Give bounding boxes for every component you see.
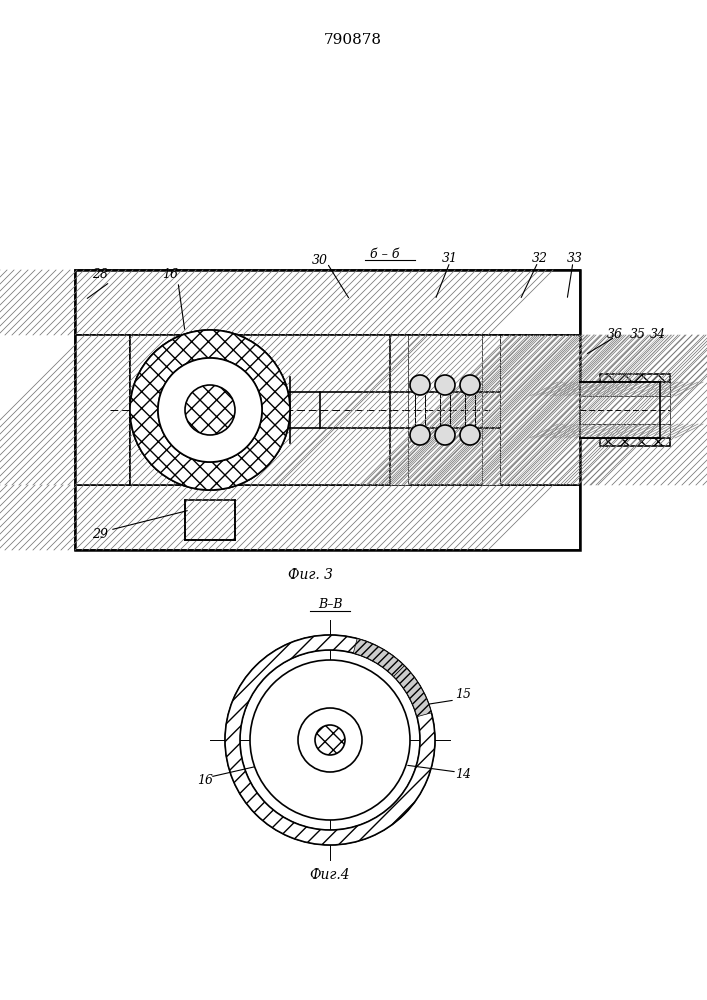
Circle shape <box>250 660 410 820</box>
Text: 31: 31 <box>442 251 458 264</box>
Circle shape <box>315 725 345 755</box>
Bar <box>482 335 500 485</box>
Text: 29: 29 <box>92 528 108 542</box>
Bar <box>600 374 670 382</box>
Bar <box>580 424 670 438</box>
Circle shape <box>240 650 420 830</box>
Text: 16: 16 <box>162 268 178 282</box>
Text: Фиг. 3: Фиг. 3 <box>288 568 332 582</box>
Text: 33: 33 <box>567 251 583 264</box>
Circle shape <box>410 425 430 445</box>
Text: 16: 16 <box>197 774 213 786</box>
Bar <box>390 335 408 485</box>
Circle shape <box>435 425 455 445</box>
Circle shape <box>185 385 235 435</box>
Text: 32: 32 <box>532 251 548 264</box>
Text: 30: 30 <box>312 253 328 266</box>
Text: В–В: В–В <box>317 598 342 611</box>
Bar <box>600 438 670 446</box>
Circle shape <box>130 330 290 490</box>
Bar <box>75 270 580 335</box>
Circle shape <box>225 635 435 845</box>
Text: 34: 34 <box>650 328 666 342</box>
Text: 14: 14 <box>455 768 471 782</box>
Bar <box>75 335 130 485</box>
Text: 28: 28 <box>92 268 108 282</box>
Bar <box>500 335 580 485</box>
Bar <box>500 335 580 485</box>
Bar <box>390 335 500 485</box>
Circle shape <box>158 358 262 462</box>
Text: 790878: 790878 <box>324 33 382 47</box>
Bar <box>75 270 580 550</box>
Circle shape <box>460 375 480 395</box>
Bar <box>580 382 670 396</box>
FancyBboxPatch shape <box>185 500 235 540</box>
Circle shape <box>298 708 362 772</box>
Bar <box>580 382 670 424</box>
Bar <box>130 335 430 485</box>
Circle shape <box>435 375 455 395</box>
Circle shape <box>460 425 480 445</box>
Circle shape <box>410 375 430 395</box>
Text: Фиг.4: Фиг.4 <box>310 868 350 882</box>
Wedge shape <box>354 639 404 676</box>
Text: 36: 36 <box>607 328 623 342</box>
Text: 35: 35 <box>630 328 646 342</box>
Text: б – б: б – б <box>370 248 399 261</box>
Wedge shape <box>394 666 431 717</box>
Bar <box>75 485 580 550</box>
Text: 15: 15 <box>455 688 471 702</box>
